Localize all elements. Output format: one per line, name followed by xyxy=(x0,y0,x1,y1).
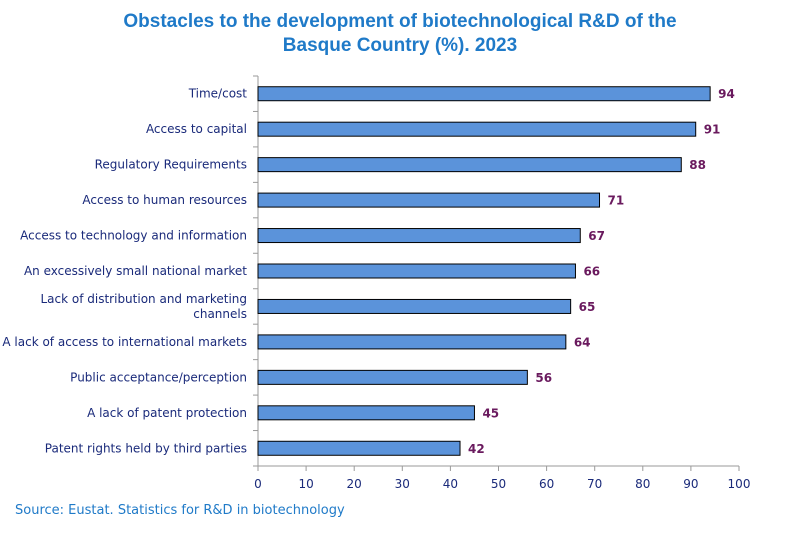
bar xyxy=(257,440,461,456)
category-label: Access to capital xyxy=(146,122,247,136)
data-label: 67 xyxy=(588,229,605,243)
data-label: 88 xyxy=(689,158,706,172)
chart-title-line-1: Obstacles to the development of biotechn… xyxy=(123,11,677,32)
x-tick-label: 90 xyxy=(683,477,698,491)
x-tick-label: 80 xyxy=(635,477,650,491)
category-label: Time/cost xyxy=(188,87,248,101)
bar xyxy=(257,228,581,244)
bar xyxy=(257,334,567,350)
category-label: Access to technology and information xyxy=(20,229,247,243)
category-label: An excessively small national market xyxy=(24,264,247,278)
bar xyxy=(257,298,572,314)
category-label: Access to human resources xyxy=(82,193,247,207)
category-label: Public acceptance/perception xyxy=(70,370,247,384)
x-tick-label: 50 xyxy=(491,477,506,491)
chart-title: Obstacles to the development of biotechn… xyxy=(0,10,800,58)
source-note: Source: Eustat. Statistics for R&D in bi… xyxy=(15,503,345,518)
x-tick-label: 100 xyxy=(728,477,751,491)
category-label: Lack of distribution and marketing xyxy=(40,292,247,306)
x-tick-label: 70 xyxy=(587,477,602,491)
x-tick-label: 20 xyxy=(347,477,362,491)
bar xyxy=(257,121,697,137)
bar xyxy=(257,369,528,385)
data-label: 56 xyxy=(535,371,552,385)
data-label: 45 xyxy=(482,406,499,420)
bar xyxy=(257,192,601,208)
bar xyxy=(257,157,682,173)
x-tick-label: 40 xyxy=(443,477,458,491)
bar xyxy=(257,263,576,279)
x-tick-label: 60 xyxy=(539,477,554,491)
data-label: 94 xyxy=(718,87,735,101)
category-label: channels xyxy=(193,307,247,321)
bar xyxy=(257,86,711,102)
category-label: Regulatory Requirements xyxy=(95,158,247,172)
data-label: 71 xyxy=(608,194,625,208)
category-label: A lack of patent protection xyxy=(87,406,247,420)
data-label: 42 xyxy=(468,442,485,456)
category-label: Patent rights held by third parties xyxy=(45,441,247,455)
category-label: A lack of access to international market… xyxy=(2,335,247,349)
x-tick-label: 30 xyxy=(395,477,410,491)
chart-title-line-2: Basque Country (%). 2023 xyxy=(282,35,518,56)
bar xyxy=(257,405,475,421)
data-label: 64 xyxy=(574,335,591,349)
data-label: 65 xyxy=(579,300,596,314)
x-tick-label: 0 xyxy=(254,477,262,491)
data-label: 91 xyxy=(704,123,721,137)
x-tick-label: 10 xyxy=(298,477,313,491)
data-label: 66 xyxy=(583,265,600,279)
